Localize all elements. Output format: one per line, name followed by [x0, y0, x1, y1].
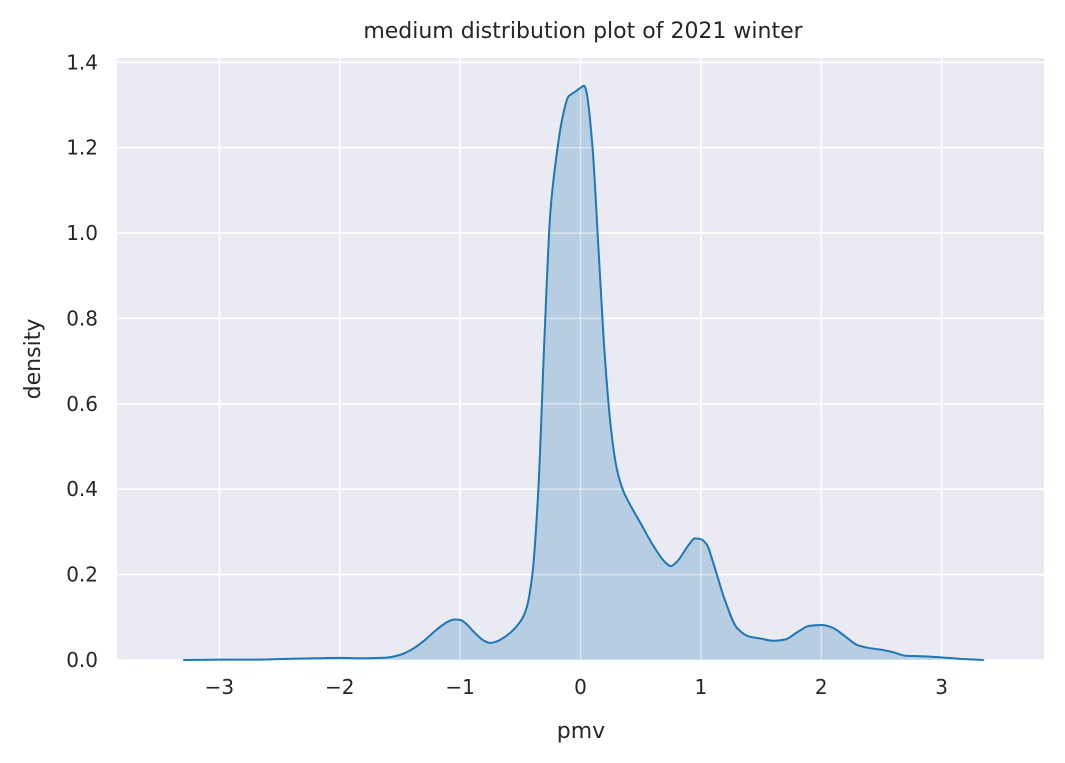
x-tick-label: 3 [935, 675, 948, 699]
x-tick-label: −1 [445, 675, 474, 699]
y-tick-label: 0.2 [66, 563, 98, 587]
y-tick-label: 1.2 [66, 136, 98, 160]
x-tick-label: 2 [815, 675, 828, 699]
y-tick-label: 0.8 [66, 306, 98, 330]
x-tick-label: 0 [574, 675, 587, 699]
y-tick-labels: 0.0 0.2 0.4 0.6 0.8 1.0 1.2 1.4 [66, 50, 98, 672]
x-tick-label: −3 [205, 675, 234, 699]
y-tick-label: 0.6 [66, 392, 98, 416]
chart-title: medium distribution plot of 2021 winter [363, 19, 803, 44]
y-axis-label: density [21, 319, 46, 400]
x-axis-label: pmv [557, 719, 605, 744]
y-tick-label: 0.0 [66, 648, 98, 672]
y-tick-label: 1.0 [66, 221, 98, 245]
grid-overlay [117, 58, 1044, 661]
density-line [183, 84, 984, 661]
y-tick-label: 0.4 [66, 477, 98, 501]
x-tick-label: 1 [695, 675, 708, 699]
y-tick-label: 1.4 [66, 50, 98, 74]
x-tick-labels: −3 −2 −1 0 1 2 3 [205, 675, 948, 699]
density-fill [183, 85, 984, 660]
x-tick-label: −2 [325, 675, 354, 699]
